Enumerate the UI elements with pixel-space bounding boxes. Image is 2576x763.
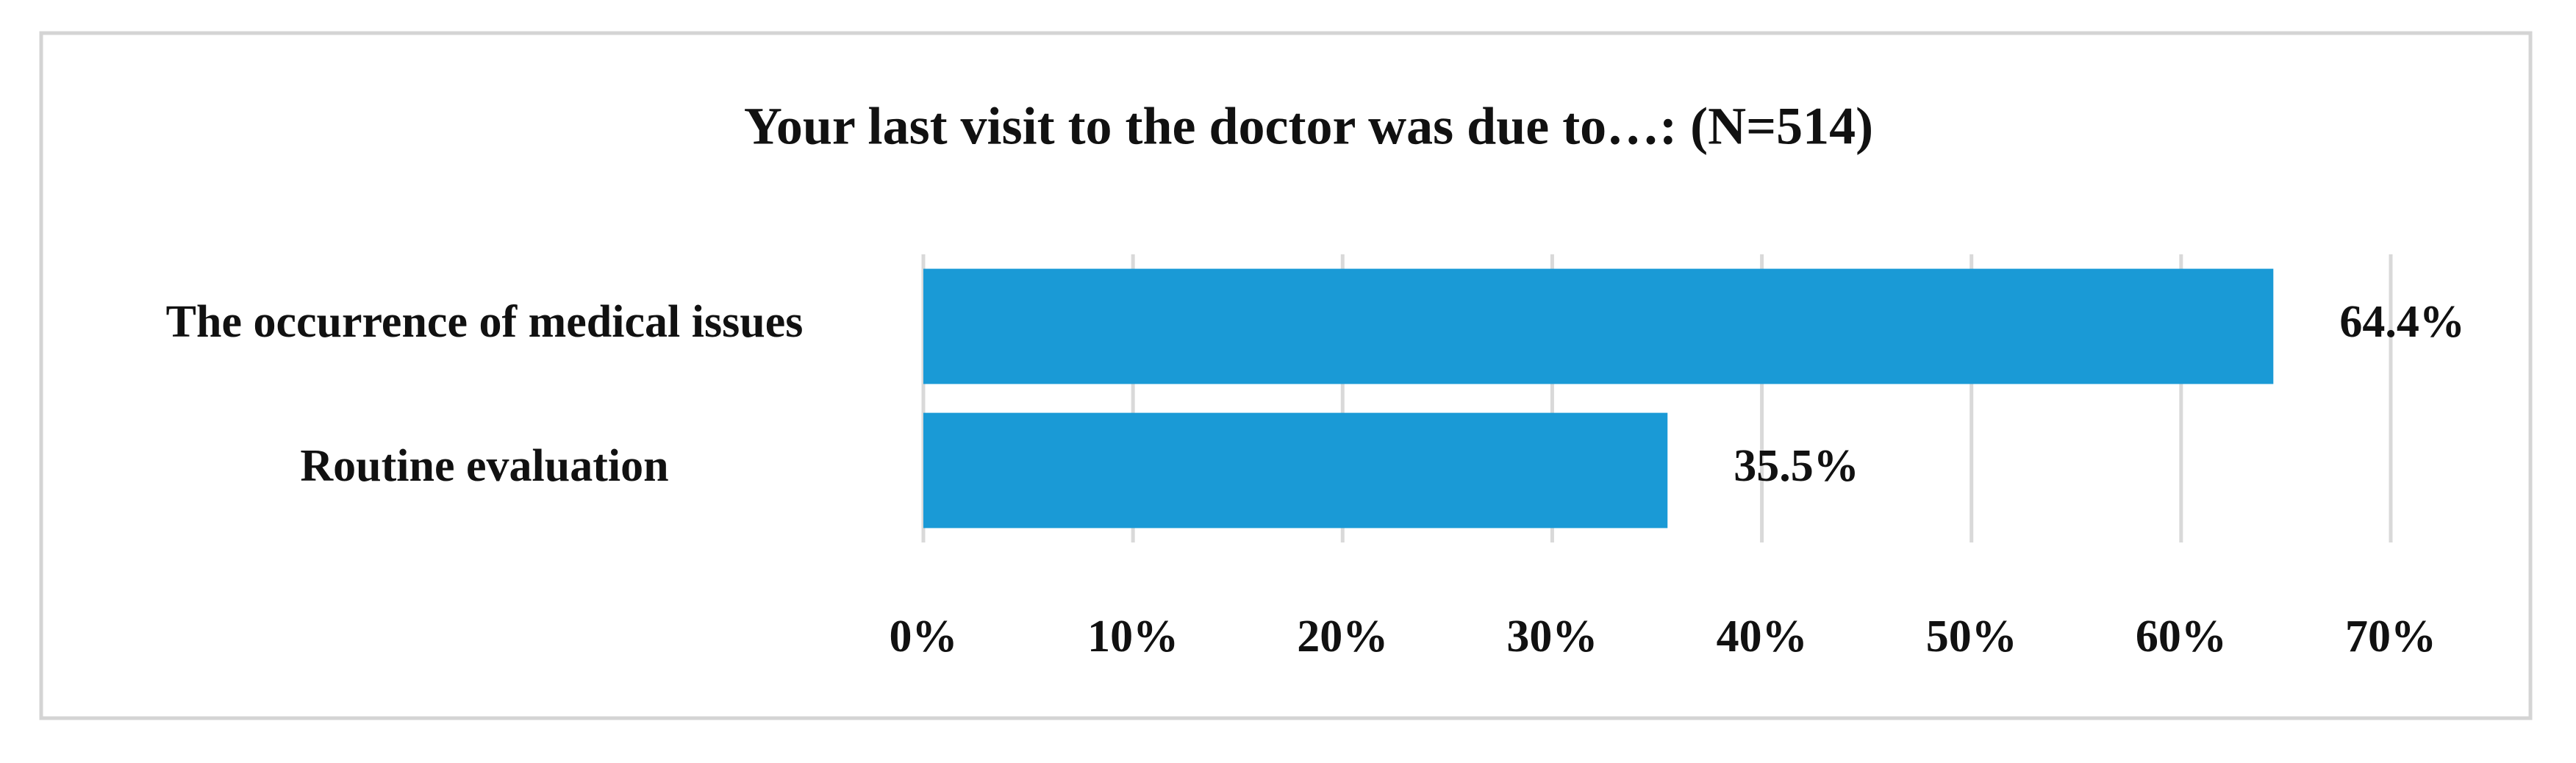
chart-title: Your last visit to the doctor was due to… <box>744 97 1873 156</box>
y-tick-label: Routine evaluation <box>300 441 668 491</box>
y-tick-label: The occurrence of medical issues <box>166 297 804 347</box>
bar <box>923 412 1668 529</box>
value-label: 64.4% <box>2339 297 2465 347</box>
x-tick-label: 10% <box>1087 612 1178 662</box>
x-tick-label: 40% <box>1717 612 1808 662</box>
x-tick-label: 50% <box>1926 612 2017 662</box>
x-tick-label: 70% <box>2345 612 2436 662</box>
bar <box>923 268 2274 384</box>
x-tick-label: 30% <box>1506 612 1598 662</box>
value-label: 35.5% <box>1734 441 1859 491</box>
x-tick-label: 20% <box>1297 612 1388 662</box>
x-tick-label: 60% <box>2136 612 2227 662</box>
x-tick-label: 0% <box>890 612 958 662</box>
